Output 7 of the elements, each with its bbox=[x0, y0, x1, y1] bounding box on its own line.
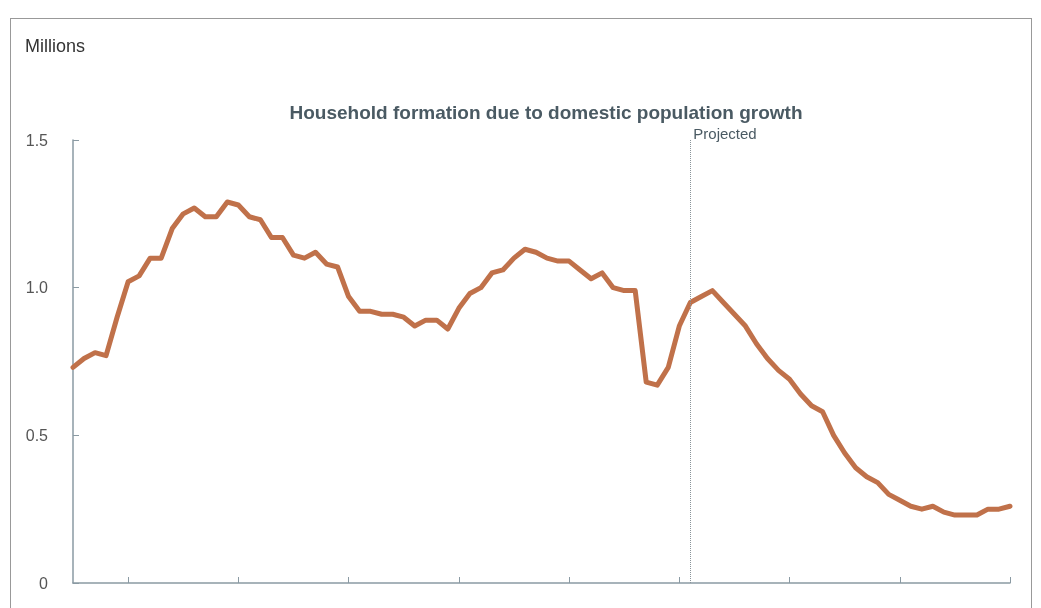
y-axis-title: Millions bbox=[25, 36, 86, 56]
y-tick-label: 1.0 bbox=[25, 279, 49, 297]
y-tick-label: 0 bbox=[39, 574, 49, 592]
y-tick-label: 0.5 bbox=[25, 426, 49, 444]
y-tick-label: 1.5 bbox=[25, 131, 49, 149]
chart-title: Household formation due to domestic population growth bbox=[289, 102, 803, 123]
annotation: Projected bbox=[693, 125, 757, 142]
